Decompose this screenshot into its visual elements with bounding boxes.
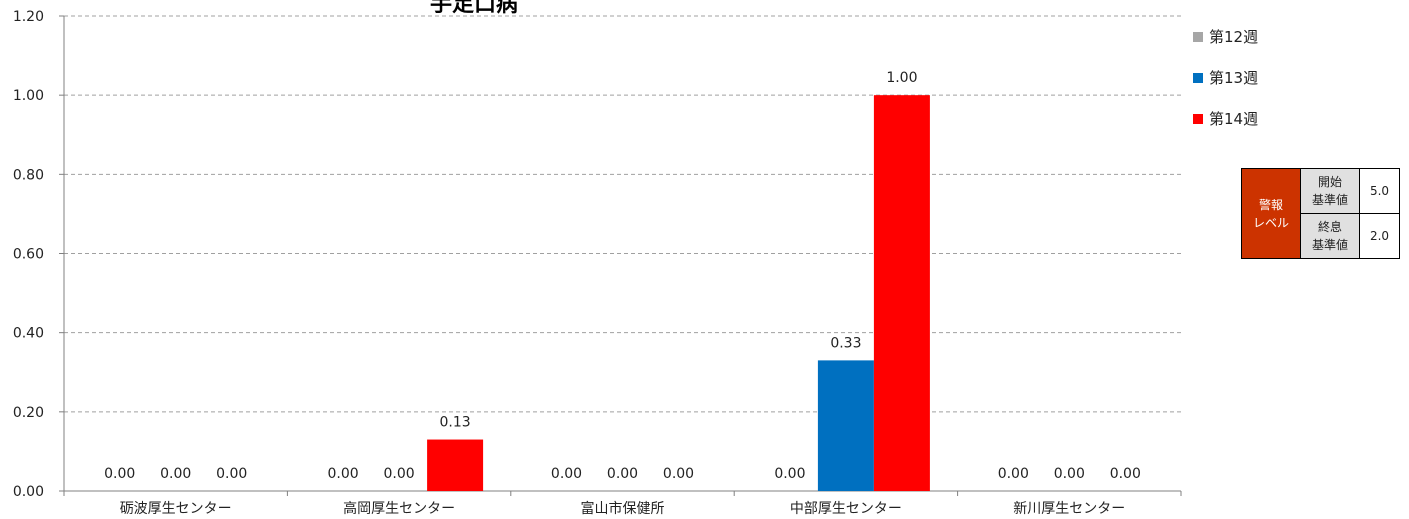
y-tick-label-4: 0.80: [13, 167, 44, 183]
start-standard-label: 開始 基準値: [1301, 169, 1360, 214]
bar-3-1: [818, 360, 874, 491]
legend-swatch-week14: [1193, 114, 1203, 124]
end-standard-text: 終息 基準値: [1312, 220, 1348, 252]
data-label-0-1: 0.00: [160, 466, 191, 482]
data-label-0-2: 0.00: [216, 466, 247, 482]
y-tick-label-1: 0.20: [13, 405, 44, 421]
data-label-3-1: 0.33: [830, 335, 861, 351]
data-label-2-1: 0.00: [607, 466, 638, 482]
bar-1-2: [427, 440, 483, 491]
data-label-3-2: 1.00: [886, 70, 917, 86]
bar-3-2: [874, 95, 930, 491]
chart-legend: 第12週 第13週 第14週: [1193, 26, 1258, 149]
data-label-3-0: 0.00: [774, 466, 805, 482]
y-tick-label-2: 0.40: [13, 326, 44, 342]
legend-item-week13: 第13週: [1193, 67, 1258, 88]
legend-swatch-week13: [1193, 73, 1203, 83]
data-label-0-0: 0.00: [104, 466, 135, 482]
y-tick-label-5: 1.00: [13, 88, 44, 104]
legend-label-week13: 第13週: [1209, 67, 1258, 88]
data-label-4-0: 0.00: [998, 466, 1029, 482]
data-label-2-0: 0.00: [551, 466, 582, 482]
data-label-2-2: 0.00: [663, 466, 694, 482]
y-tick-label-3: 0.60: [13, 247, 44, 263]
x-tick-label-0: 砺波厚生センター: [120, 501, 232, 517]
y-tick-label-6: 1.20: [13, 9, 44, 25]
y-tick-label-0: 0.00: [13, 484, 44, 500]
x-tick-label-4: 新川厚生センター: [1013, 501, 1125, 517]
x-tick-label-3: 中部厚生センター: [790, 501, 902, 517]
bar-chart: 0.00 0.20 0.40 0.60 0.80 1.00 1.20 砺波厚生センター 0.00…: [0, 0, 1190, 519]
end-standard-value: 2.0: [1360, 214, 1400, 259]
legend-label-week14: 第14週: [1209, 108, 1258, 129]
legend-swatch-week12: [1193, 32, 1203, 42]
alarm-level-text: 警報 レベル: [1253, 198, 1289, 230]
data-label-1-1: 0.00: [384, 466, 415, 482]
data-label-4-1: 0.00: [1054, 466, 1085, 482]
data-label-1-2: 0.13: [440, 415, 471, 431]
legend-label-week12: 第12週: [1209, 26, 1258, 47]
start-standard-value: 5.0: [1360, 169, 1400, 214]
start-standard-text: 開始 基準値: [1312, 175, 1348, 207]
legend-item-week12: 第12週: [1193, 26, 1258, 47]
legend-item-week14: 第14週: [1193, 108, 1258, 129]
alarm-level-table: 警報 レベル 開始 基準値 5.0 終息 基準値 2.0: [1241, 168, 1400, 259]
x-tick-label-1: 高岡厚生センター: [343, 500, 455, 517]
x-tick-label-2: 富山市保健所: [581, 500, 665, 517]
data-label-1-0: 0.00: [328, 466, 359, 482]
end-standard-label: 終息 基準値: [1301, 214, 1360, 259]
alarm-level-label: 警報 レベル: [1242, 169, 1301, 259]
data-label-4-2: 0.00: [1110, 466, 1141, 482]
